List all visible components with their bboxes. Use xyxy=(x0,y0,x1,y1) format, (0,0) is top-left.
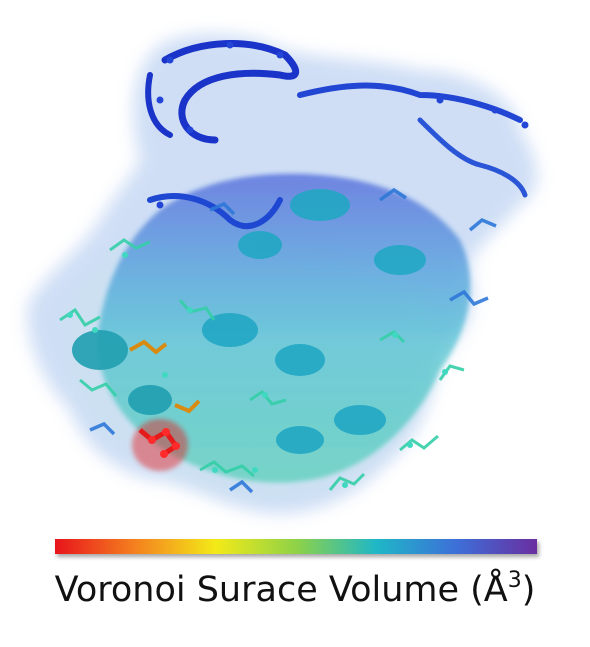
color-scale-bar xyxy=(55,539,537,554)
hotspot-red xyxy=(132,419,188,471)
sticks-teal xyxy=(59,238,465,491)
protein-structure-render xyxy=(27,33,537,514)
ribbon-backbone xyxy=(97,173,471,483)
color-scale-caption: Voronoi Surace Volume (Å3) xyxy=(0,568,590,610)
caption-superscript: 3 xyxy=(507,568,522,593)
atom-dots xyxy=(67,252,448,488)
hotspot-orange xyxy=(129,339,201,414)
sticks-blue xyxy=(89,187,497,494)
caption-close: ) xyxy=(521,570,536,610)
atom-dots-blue xyxy=(156,41,529,209)
helix-cyan xyxy=(72,189,426,454)
caption-text: Voronoi Surace Volume (Å xyxy=(54,570,508,610)
